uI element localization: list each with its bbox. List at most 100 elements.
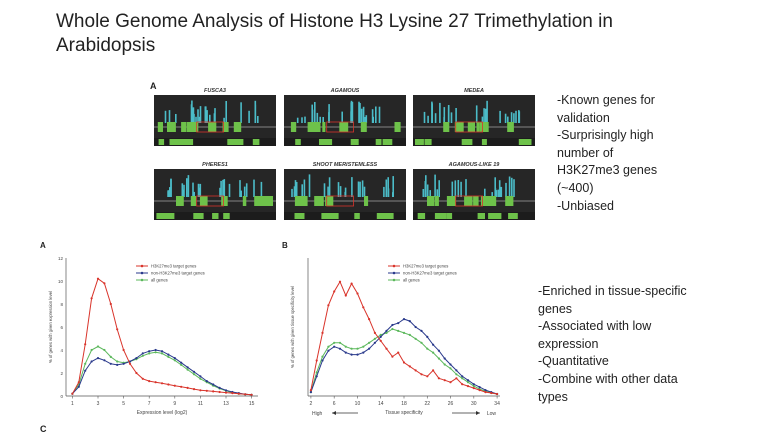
series-point <box>443 357 446 360</box>
y-tick-label: 8 <box>60 302 63 307</box>
series-point <box>426 335 429 338</box>
series-point <box>77 381 80 384</box>
series-point <box>192 388 196 391</box>
x-tick-label: 9 <box>173 401 176 407</box>
gene-feature <box>157 122 163 132</box>
bullet-line: -Associated with low <box>538 319 652 334</box>
series-point <box>160 352 164 355</box>
series-point <box>449 381 452 384</box>
series-point <box>391 327 394 331</box>
signal-bar <box>434 174 436 197</box>
gene-feature <box>360 122 365 132</box>
signal-bar <box>422 189 425 197</box>
gene-feature <box>223 213 230 219</box>
series-point <box>103 348 106 352</box>
signal-bar <box>378 106 381 123</box>
series-point <box>466 379 470 382</box>
signal-bar <box>260 181 263 197</box>
bullets-top: -Known genes for validation -Surprisingly … <box>557 92 657 215</box>
signal-bar <box>425 175 427 197</box>
tissue-specificity-chart: B2 6 10 14 18 22 26 30 34% of genes with given t… <box>282 241 500 417</box>
signal-bar <box>197 109 199 123</box>
signal-bar <box>243 186 246 197</box>
signal-bar <box>199 183 202 197</box>
series-point <box>160 350 164 353</box>
gene-feature <box>339 122 349 132</box>
signal-bar <box>223 179 226 197</box>
series-point <box>173 384 176 387</box>
gene-feature <box>417 213 426 219</box>
signal-bar <box>505 182 507 197</box>
series-point <box>212 390 215 393</box>
series-point <box>141 352 144 355</box>
gene-feature <box>295 139 301 145</box>
signal-bar <box>213 113 216 123</box>
signal-bar <box>328 104 330 123</box>
signal-bar <box>228 183 231 197</box>
series-point <box>362 351 365 354</box>
series-point <box>466 385 470 388</box>
highlight-box <box>455 195 483 207</box>
gene-feature <box>199 196 208 206</box>
series-point <box>199 377 202 380</box>
legend-label: all genes <box>403 278 420 283</box>
signal-bar <box>322 117 324 123</box>
signal-bar <box>245 183 248 197</box>
signal-bar <box>186 178 188 197</box>
signal-bar <box>193 191 195 197</box>
bullet-line: -Quantitative <box>538 354 609 369</box>
gene-feature <box>454 122 464 132</box>
signal-bar <box>491 192 493 197</box>
gene-feature <box>461 139 473 145</box>
signal-bar <box>513 113 515 123</box>
gene-feature <box>350 139 359 145</box>
series-point <box>218 390 221 394</box>
y-tick-label: 10 <box>58 279 64 284</box>
series-point <box>338 280 342 283</box>
arrow-left-head-icon <box>332 411 336 415</box>
gene-feature <box>443 122 450 132</box>
signal-bar <box>360 108 363 123</box>
highlight-box <box>196 121 224 133</box>
gene-feature <box>317 196 324 206</box>
gene-feature <box>265 196 273 206</box>
legend-marker <box>392 264 396 268</box>
signal-bar <box>192 182 194 197</box>
signal-bar <box>239 180 241 197</box>
series-point <box>379 335 382 338</box>
series-point <box>472 383 475 386</box>
signal-bar <box>303 179 306 197</box>
signal-bar <box>308 174 311 197</box>
highlight-box <box>326 121 354 133</box>
series-point <box>186 386 189 389</box>
series-point <box>432 369 435 372</box>
figure-c-label: C <box>40 424 47 434</box>
legend-marker <box>392 278 396 282</box>
series-point <box>373 331 376 334</box>
series-point <box>350 353 353 356</box>
series-point <box>496 392 499 396</box>
signal-bar <box>486 100 488 123</box>
series-point <box>212 383 215 386</box>
series-point <box>350 347 353 350</box>
series-point <box>437 377 440 380</box>
gene-feature <box>180 139 194 145</box>
legend-label: non-H3K27me3 target genes <box>151 271 205 276</box>
bullet-line: H3K27me3 genes <box>557 163 658 178</box>
series-point <box>472 387 475 390</box>
signal-bar <box>304 116 306 123</box>
bullet-line: -Combine with other data <box>538 371 678 386</box>
lower-strip <box>154 138 276 146</box>
series-point <box>109 302 112 306</box>
x-axis-label: Expression level (log2) <box>137 410 188 416</box>
x-tick-label: 26 <box>448 401 454 407</box>
y-axis-label: % of genes with given expression level <box>48 291 53 363</box>
signal-bar <box>439 102 441 123</box>
series-point <box>432 343 435 346</box>
chart-panel-label: B <box>282 241 288 250</box>
signal-bar <box>372 116 374 123</box>
signal-bar <box>193 113 195 123</box>
gene-feature <box>321 213 331 219</box>
signal-bar <box>164 110 167 123</box>
signal-bar <box>323 183 326 197</box>
